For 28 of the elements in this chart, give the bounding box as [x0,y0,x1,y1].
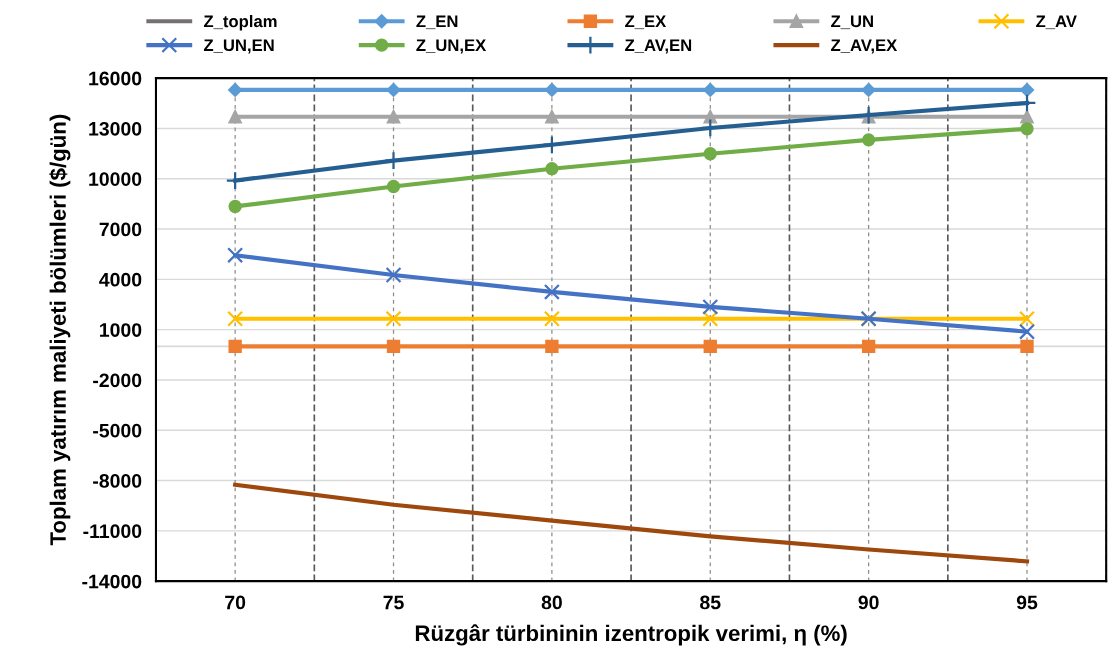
y-tick-label: -2000 [93,373,142,388]
y-tick-label: 4000 [99,272,142,287]
legend-label: Z_EX [625,15,667,30]
legend-label: Z_AV,EX [831,39,898,54]
legend-label: Z_AV [1036,15,1077,30]
y-tick-label: 1000 [100,323,142,337]
legend-label: Z_UN,EX [416,39,487,54]
y-tick-label: 13000 [89,121,142,136]
x-tick-label: 80 [541,595,562,610]
x-tick-label: 95 [1016,595,1038,610]
y-tick-label: 16000 [89,71,142,86]
x-tick-label: 75 [383,595,404,610]
y-tick-label: -5000 [93,423,142,438]
legend-label: Z_UN [831,15,873,30]
y-axis-title: Toplam yatırım maliyeti bölümleri ($/gün) [49,114,71,546]
x-tick-label: 85 [700,595,721,610]
y-tick-label: 7000 [99,222,142,237]
y-tick-label: -14000 [82,574,142,589]
x-axis-title: Rüzgâr türbininin izentropik verimi, η (%) [415,624,847,646]
legend-label: Z_UN,EN [203,39,274,54]
legend-label: Z_toplam [203,15,277,31]
legend-label: Z_AV,EN [625,39,692,54]
y-tick-label: 10000 [89,172,142,186]
y-tick-label: -11000 [83,524,142,539]
legend-label: Z_EN [416,15,458,30]
x-tick-label: 70 [225,595,246,610]
x-tick-label: 90 [858,595,879,610]
y-tick-label: -8000 [93,474,142,488]
